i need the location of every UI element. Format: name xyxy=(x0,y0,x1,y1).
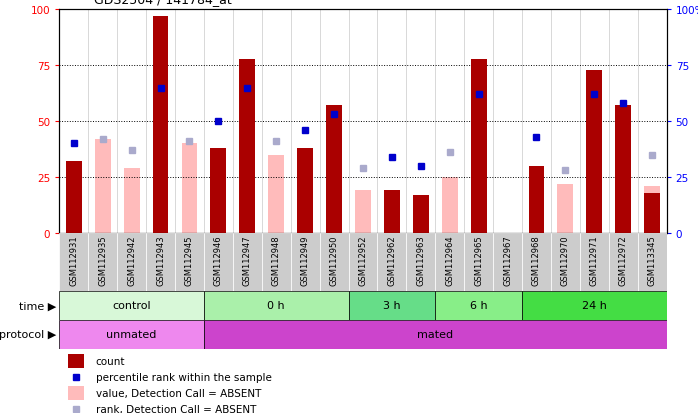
Text: rank, Detection Call = ABSENT: rank, Detection Call = ABSENT xyxy=(96,404,256,413)
Text: 3 h: 3 h xyxy=(383,301,401,311)
Text: 24 h: 24 h xyxy=(582,301,607,311)
Text: GSM112949: GSM112949 xyxy=(301,235,310,285)
Bar xyxy=(580,233,609,291)
Bar xyxy=(204,291,348,320)
Bar xyxy=(378,233,406,291)
Bar xyxy=(355,191,371,233)
Bar xyxy=(68,354,84,368)
Bar xyxy=(268,155,284,233)
Bar xyxy=(124,169,140,233)
Bar xyxy=(146,233,175,291)
Text: GSM112950: GSM112950 xyxy=(329,235,339,285)
Text: GSM112965: GSM112965 xyxy=(474,235,483,285)
Bar xyxy=(348,233,378,291)
Bar xyxy=(436,291,522,320)
Text: GSM112942: GSM112942 xyxy=(127,235,136,285)
Text: 0 h: 0 h xyxy=(267,301,285,311)
Bar xyxy=(470,59,487,233)
Text: protocol ▶: protocol ▶ xyxy=(0,330,56,339)
Bar xyxy=(117,233,146,291)
Text: GSM112952: GSM112952 xyxy=(359,235,367,285)
Bar xyxy=(175,233,204,291)
Text: GSM112943: GSM112943 xyxy=(156,235,165,285)
Bar xyxy=(551,233,580,291)
Text: control: control xyxy=(112,301,151,311)
Bar xyxy=(290,233,320,291)
Text: GSM112964: GSM112964 xyxy=(445,235,454,285)
Bar xyxy=(644,187,660,233)
Text: 6 h: 6 h xyxy=(470,301,487,311)
Bar xyxy=(59,320,204,349)
Bar xyxy=(384,191,400,233)
Text: GSM112970: GSM112970 xyxy=(561,235,570,285)
Text: time ▶: time ▶ xyxy=(19,301,56,311)
Bar xyxy=(558,184,573,233)
Bar xyxy=(615,106,631,233)
Bar xyxy=(413,195,429,233)
Bar xyxy=(262,233,290,291)
Bar xyxy=(644,193,660,233)
Bar xyxy=(638,233,667,291)
Bar xyxy=(326,106,342,233)
Bar xyxy=(436,233,464,291)
Text: GSM112935: GSM112935 xyxy=(98,235,107,285)
Text: GSM112945: GSM112945 xyxy=(185,235,194,285)
Text: GSM112947: GSM112947 xyxy=(243,235,252,285)
Text: value, Detection Call = ABSENT: value, Detection Call = ABSENT xyxy=(96,388,261,398)
Bar xyxy=(528,166,544,233)
Text: mated: mated xyxy=(417,330,453,339)
Bar xyxy=(464,233,493,291)
Text: unmated: unmated xyxy=(106,330,157,339)
Text: GSM112971: GSM112971 xyxy=(590,235,599,285)
Bar xyxy=(586,71,602,233)
Bar xyxy=(522,233,551,291)
Bar xyxy=(95,140,111,233)
Bar xyxy=(348,291,436,320)
Bar xyxy=(181,144,198,233)
Text: GSM112963: GSM112963 xyxy=(416,235,425,286)
Text: GDS2504 / 141784_at: GDS2504 / 141784_at xyxy=(94,0,232,6)
Text: GSM112948: GSM112948 xyxy=(272,235,281,285)
Bar xyxy=(297,149,313,233)
Text: GSM112972: GSM112972 xyxy=(618,235,628,285)
Bar xyxy=(204,233,233,291)
Bar xyxy=(210,149,226,233)
Bar xyxy=(59,291,204,320)
Bar xyxy=(493,233,522,291)
Bar xyxy=(153,17,168,233)
Text: count: count xyxy=(96,356,125,366)
Text: GSM112968: GSM112968 xyxy=(532,235,541,286)
Bar xyxy=(68,386,84,400)
Bar xyxy=(406,233,436,291)
Bar xyxy=(609,233,638,291)
Text: GSM113345: GSM113345 xyxy=(648,235,657,286)
Bar xyxy=(59,233,88,291)
Text: GSM112946: GSM112946 xyxy=(214,235,223,285)
Bar xyxy=(66,162,82,233)
Bar xyxy=(522,291,667,320)
Bar xyxy=(88,233,117,291)
Bar xyxy=(442,178,458,233)
Text: percentile rank within the sample: percentile rank within the sample xyxy=(96,372,272,382)
Bar xyxy=(320,233,348,291)
Bar xyxy=(233,233,262,291)
Bar xyxy=(204,320,667,349)
Text: GSM112931: GSM112931 xyxy=(69,235,78,285)
Text: GSM112967: GSM112967 xyxy=(503,235,512,286)
Bar xyxy=(239,59,255,233)
Text: GSM112962: GSM112962 xyxy=(387,235,396,285)
